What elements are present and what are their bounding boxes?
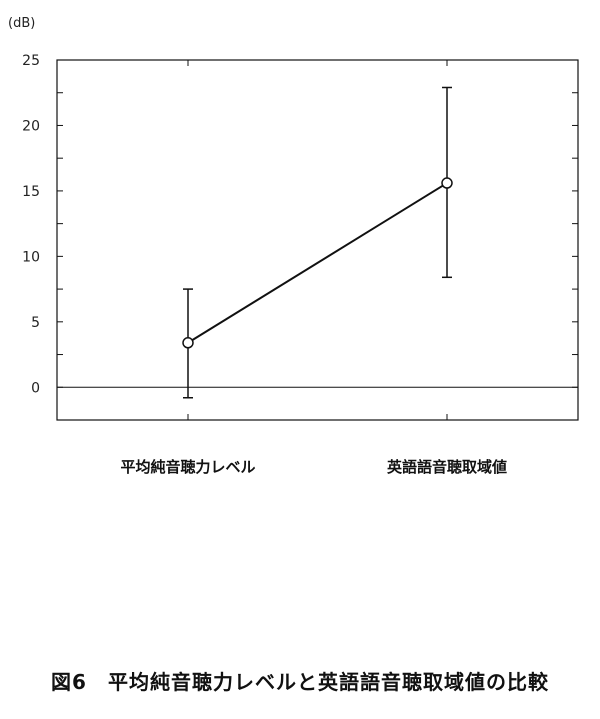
y-tick-label: 20 (22, 118, 40, 134)
y-axis: 0 5 10 15 20 25 (22, 53, 578, 421)
x-category-label: 英語語音聴取域値 (387, 458, 507, 476)
y-tick-label: 25 (22, 53, 40, 69)
y-unit-label: (dB) (8, 16, 35, 31)
series (182, 86, 453, 399)
y-tick-label: 0 (31, 380, 40, 396)
y-tick-label: 10 (22, 249, 40, 265)
plot-frame (56, 59, 579, 421)
x-axis-labels: 平均純音聴力レベル 英語語音聴取域値 (120, 458, 507, 476)
y-tick-label: 5 (31, 315, 40, 331)
x-category-label: 平均純音聴力レベル (120, 458, 255, 476)
data-point (441, 177, 453, 189)
figure-caption: 図6 平均純音聴力レベルと英語語音聴取域値の比較 (51, 670, 549, 694)
series-line (187, 182, 448, 344)
y-tick-label: 15 (22, 184, 40, 200)
data-point (182, 337, 194, 349)
